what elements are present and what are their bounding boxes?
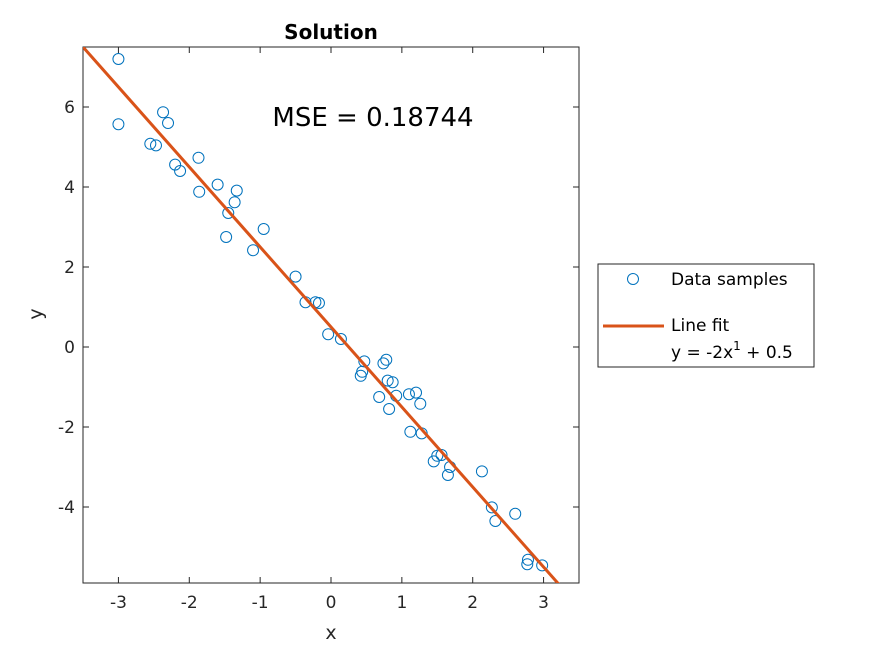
data-point bbox=[228, 196, 241, 209]
data-point bbox=[358, 355, 371, 368]
y-tick-label: 6 bbox=[64, 98, 75, 118]
data-point bbox=[402, 388, 415, 401]
x-axis: -3 -2 -1 0 1 2 3 bbox=[110, 47, 549, 613]
data-point bbox=[157, 106, 170, 119]
axes: -3 -2 -1 0 1 2 3 -4 -2 0 2 4 6 bbox=[58, 46, 580, 613]
data-point bbox=[383, 403, 396, 415]
x-tick-label: 0 bbox=[326, 593, 337, 613]
data-point bbox=[174, 165, 187, 177]
data-point bbox=[414, 397, 427, 410]
x-axis-label: x bbox=[325, 622, 336, 644]
data-point bbox=[381, 374, 394, 387]
legend-equation: y = -2x1 + 0.5 bbox=[671, 339, 793, 363]
legend-label-line-fit: Line fit bbox=[671, 316, 730, 336]
data-point bbox=[521, 558, 534, 571]
legend-equation-exponent: 1 bbox=[733, 339, 741, 353]
data-point bbox=[220, 231, 233, 243]
data-point bbox=[373, 391, 386, 403]
mse-annotation: MSE = 0.18744 bbox=[272, 103, 473, 133]
data-point bbox=[521, 553, 534, 566]
data-point bbox=[410, 386, 423, 399]
data-point bbox=[144, 137, 157, 150]
data-point bbox=[312, 297, 325, 309]
data-point bbox=[386, 376, 399, 389]
data-point bbox=[289, 270, 302, 283]
y-tick-label: 4 bbox=[64, 178, 75, 198]
data-point bbox=[435, 449, 448, 461]
y-axis-label: y bbox=[25, 308, 47, 319]
line-fit bbox=[83, 47, 560, 583]
x-tick-label: 2 bbox=[467, 593, 478, 613]
data-point bbox=[211, 178, 224, 191]
x-tick-label: -1 bbox=[252, 593, 269, 613]
data-point bbox=[247, 244, 260, 257]
legend-equation-prefix: y = -2x bbox=[671, 343, 733, 363]
legend-box bbox=[597, 263, 815, 368]
data-point bbox=[485, 501, 498, 514]
data-point bbox=[536, 559, 549, 572]
data-point bbox=[222, 207, 235, 219]
data-point bbox=[475, 465, 488, 478]
legend-label-data-samples: Data samples bbox=[671, 270, 788, 290]
data-point bbox=[441, 469, 454, 481]
data-point bbox=[334, 333, 347, 345]
y-tick-label: -2 bbox=[58, 418, 75, 438]
data-point bbox=[257, 223, 270, 235]
chart-title: Solution bbox=[284, 20, 378, 44]
data-point bbox=[112, 118, 125, 131]
x-tick-label: 3 bbox=[538, 593, 549, 613]
data-point bbox=[431, 449, 444, 462]
data-point bbox=[509, 507, 522, 520]
plot-area bbox=[82, 46, 580, 584]
data-point bbox=[230, 184, 243, 197]
data-point bbox=[192, 151, 205, 164]
data-point bbox=[162, 117, 175, 129]
legend: Data samples Line fit y = -2x1 + 0.5 bbox=[597, 263, 815, 368]
series-layer bbox=[83, 47, 560, 583]
data-point bbox=[193, 185, 206, 198]
x-tick-label: -2 bbox=[181, 593, 198, 613]
series-data-samples bbox=[112, 53, 549, 572]
y-tick-label: 0 bbox=[64, 338, 75, 358]
x-tick-label: -3 bbox=[110, 593, 127, 613]
y-tick-label: -4 bbox=[58, 498, 75, 518]
y-axis: -4 -2 0 2 4 6 bbox=[58, 98, 579, 518]
x-tick-label: 1 bbox=[396, 593, 407, 613]
data-point bbox=[404, 425, 417, 438]
data-point bbox=[377, 357, 390, 370]
legend-equation-suffix: + 0.5 bbox=[741, 343, 793, 363]
data-point bbox=[112, 53, 125, 65]
legend-marker-data-samples bbox=[627, 273, 639, 285]
data-point bbox=[149, 139, 162, 152]
data-point bbox=[380, 353, 393, 366]
y-tick-label: 2 bbox=[64, 258, 75, 278]
data-point bbox=[322, 328, 335, 341]
